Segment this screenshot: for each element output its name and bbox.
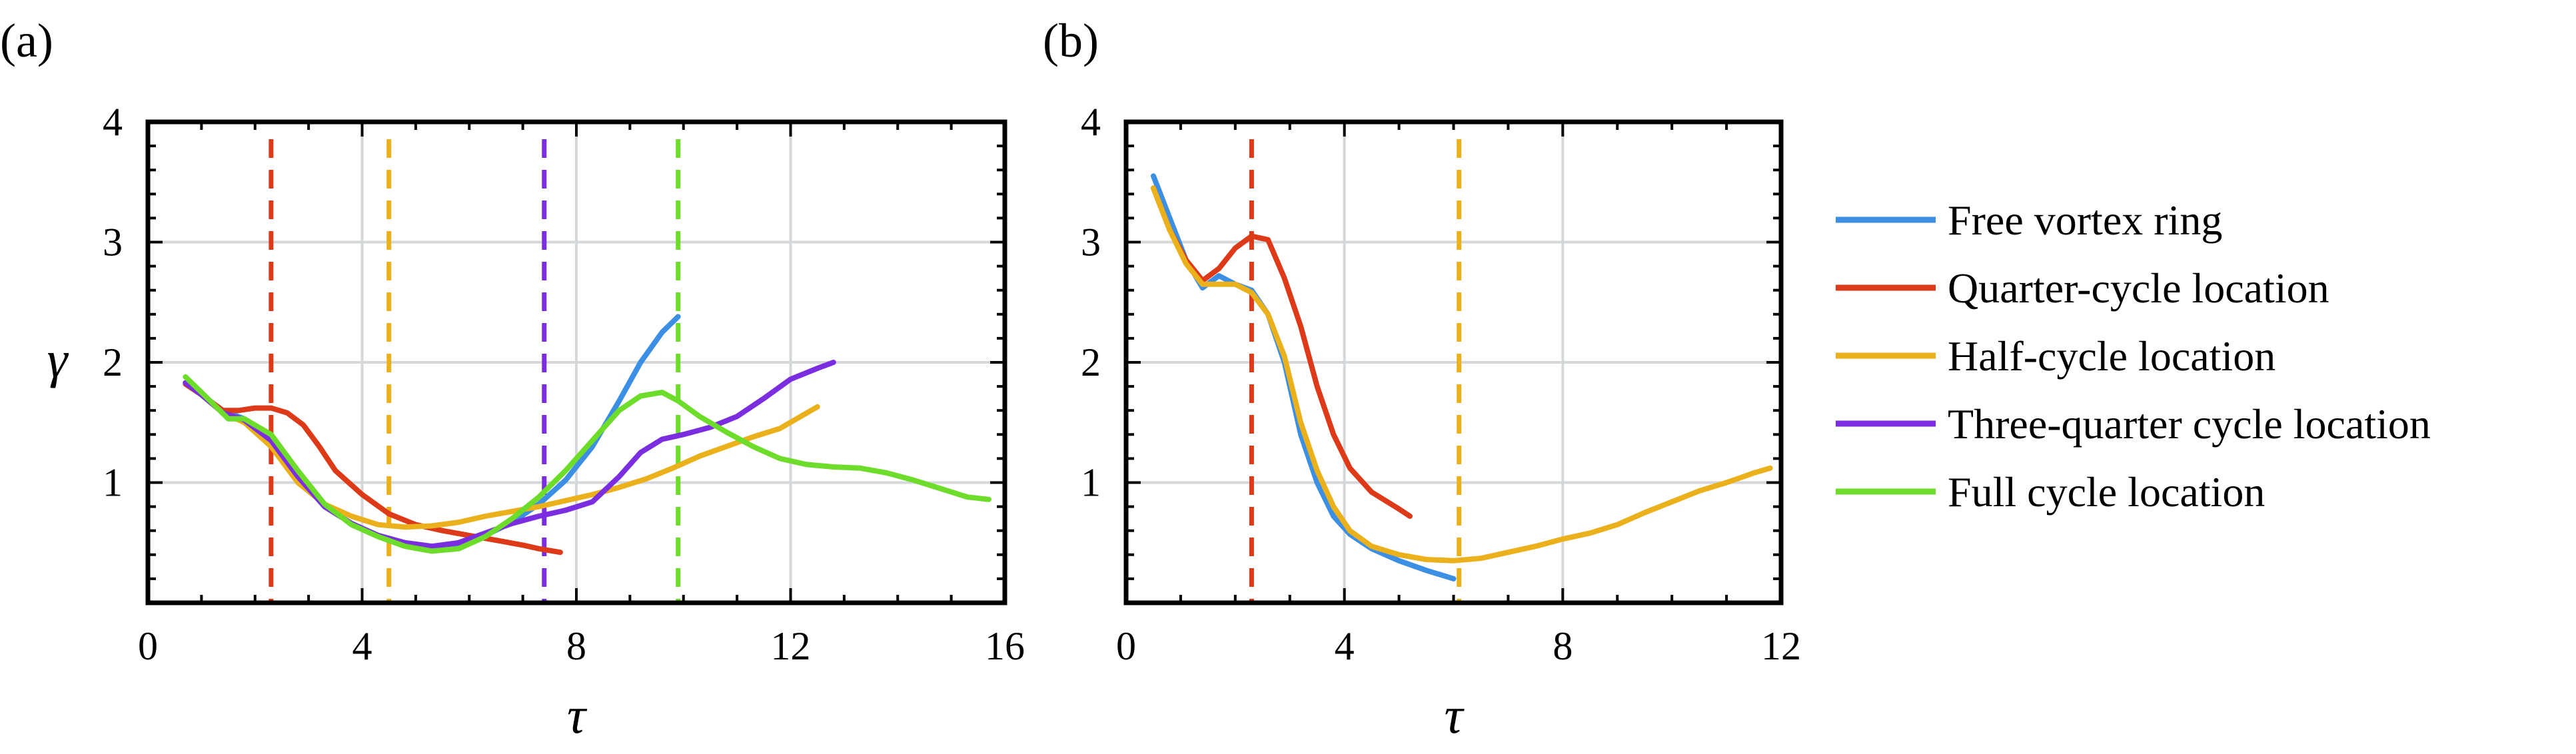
legend-label: Half-cycle location [1948, 332, 2275, 380]
series-line: Half-cycle location [183, 380, 820, 530]
plot-frame [1123, 119, 1784, 605]
y-axis-title: γ [47, 330, 69, 388]
legend-label: Full cycle location [1948, 468, 2265, 516]
y-tick-label: 1 [103, 461, 123, 505]
series-line: Half-cycle location [1151, 185, 1773, 564]
x-tick-label: 4 [1335, 624, 1355, 668]
x-axis-title: τ [567, 686, 588, 744]
x-axis-title: τ [1445, 686, 1465, 744]
legend-label: Quarter-cycle location [1948, 264, 2329, 312]
x-tick-label: 16 [985, 624, 1025, 668]
y-tick-label: 4 [1081, 100, 1101, 144]
x-tick-label: 0 [1116, 624, 1136, 668]
y-tick-label: 3 [1081, 220, 1101, 264]
y-tick-label: 2 [103, 340, 123, 384]
series-line: Full cycle location [183, 374, 991, 554]
y-tick-label: 3 [103, 220, 123, 264]
x-tick-label: 8 [566, 624, 586, 668]
plot-frame [145, 119, 1007, 605]
y-tick-label: 2 [1081, 340, 1101, 384]
y-tick-label: 1 [1081, 461, 1101, 505]
x-tick-label: 12 [1761, 624, 1801, 668]
panel-label: (b) [1043, 14, 1099, 67]
x-tick-label: 0 [138, 624, 158, 668]
y-tick-label: 4 [103, 100, 123, 144]
series-line: Quarter-cycle location [183, 381, 563, 556]
series-line: Three-quarter cycle location [183, 360, 836, 550]
x-tick-label: 4 [352, 624, 372, 668]
legend-label: Free vortex ring [1948, 196, 2222, 244]
panel-label: (a) [0, 14, 53, 67]
legend-label: Three-quarter cycle location [1948, 400, 2431, 448]
x-tick-label: 8 [1553, 624, 1573, 668]
x-tick-label: 12 [771, 624, 811, 668]
legend: Free vortex ring Quarter-cycle location Ha… [1836, 196, 2431, 516]
